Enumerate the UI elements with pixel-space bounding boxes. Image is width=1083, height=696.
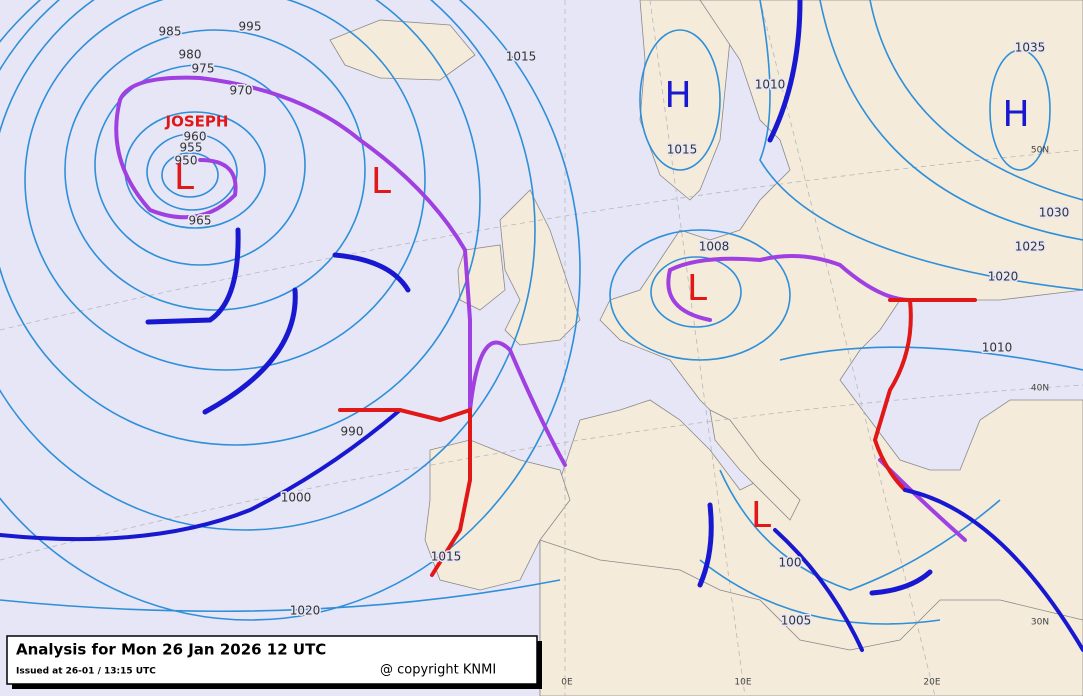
warm-front — [872, 298, 977, 492]
pressure-center: L — [174, 157, 194, 198]
isobar-label: 1015 — [431, 550, 462, 564]
trough — [767, 0, 803, 143]
pressure-center: L — [687, 268, 707, 309]
pressure-center: L — [751, 495, 771, 536]
grid-label: 40N — [1031, 384, 1049, 394]
isobar-label: 990 — [341, 425, 364, 439]
isobar-label: 980 — [179, 48, 202, 62]
meridian — [759, 0, 936, 696]
parallel — [0, 149, 1083, 331]
isobar-label: 1020 — [290, 604, 321, 618]
isobar-label: 955 — [180, 141, 203, 155]
occluded-front — [666, 268, 712, 322]
isobar-label: 100 — [779, 556, 802, 570]
isobar-label: 995 — [239, 20, 262, 34]
isobar — [869, 0, 1083, 201]
title: Analysis for Mon 26 Jan 2026 12 UTC — [16, 641, 326, 659]
cold-front — [0, 408, 402, 542]
trough — [145, 227, 241, 325]
parallel — [0, 384, 1083, 561]
isobar — [0, 0, 581, 621]
trough — [202, 287, 298, 415]
isobar — [0, 0, 536, 531]
isobar — [819, 0, 1083, 241]
isobar-label: 1008 — [699, 240, 730, 254]
isobar-label: 950 — [175, 154, 198, 168]
isobar — [759, 0, 1083, 291]
isobar — [64, 29, 366, 311]
isobar-label: 1015 — [506, 50, 537, 64]
isobar-label: 965 — [189, 214, 212, 228]
grid-label: 30N — [1031, 618, 1049, 628]
fronts — [0, 0, 1083, 652]
iberia — [424, 439, 571, 591]
occluded-front — [118, 75, 567, 467]
isobar-label: 1000 — [281, 491, 312, 505]
grid-label: 0E — [561, 678, 573, 688]
isobar — [639, 29, 721, 171]
isobar — [699, 559, 941, 625]
issued: Issued at 26-01 / 13:15 UTC — [16, 667, 156, 677]
isobar-label: 1010 — [982, 341, 1013, 355]
copyright: @ copyright KNMI — [380, 663, 496, 678]
trough — [869, 569, 933, 596]
isobar — [609, 229, 791, 361]
isobar-label: 1035 — [1015, 41, 1046, 55]
cold-front — [773, 528, 864, 652]
grid-label: 20E — [923, 678, 940, 688]
isobar-label: 960 — [184, 130, 207, 144]
box — [6, 635, 538, 685]
isobar — [146, 133, 238, 211]
italy — [709, 409, 801, 521]
cold-front — [903, 488, 1083, 652]
pressure-center: H — [1002, 94, 1029, 135]
isobar-label: 1015 — [667, 143, 698, 157]
isobar — [989, 49, 1051, 171]
isobar — [0, 579, 561, 613]
isobar — [650, 256, 742, 328]
isobar — [0, 0, 481, 446]
occluded-front — [114, 98, 238, 220]
great-britain — [499, 189, 581, 346]
isobar-label: 985 — [159, 25, 182, 39]
isobar-label: 1005 — [781, 614, 812, 628]
occluded-front — [668, 254, 912, 302]
isobar-label: 1025 — [1015, 240, 1046, 254]
north-africa — [539, 539, 1083, 696]
isobar — [94, 64, 306, 266]
isobar-label: 1020 — [988, 270, 1019, 284]
isobar — [24, 0, 426, 371]
title-box: Analysis for Mon 26 Jan 2026 12 UTC Issu… — [6, 635, 542, 689]
pressure-center: H — [664, 75, 691, 116]
isobar-label: 975 — [192, 62, 215, 76]
isobar-label: 970 — [230, 84, 253, 98]
grid-label: 50N — [1031, 146, 1049, 156]
pressure-center: L — [371, 161, 391, 202]
isobar-label: 1030 — [1039, 206, 1070, 220]
grid-label: 10E — [734, 678, 751, 688]
trough — [697, 502, 714, 588]
warm-front — [338, 407, 472, 577]
isobar-label: 1010 — [755, 78, 786, 92]
isobar — [779, 346, 1083, 371]
trough — [332, 252, 411, 293]
storm-name: JOSEPH — [165, 113, 229, 131]
isobar — [161, 152, 219, 198]
